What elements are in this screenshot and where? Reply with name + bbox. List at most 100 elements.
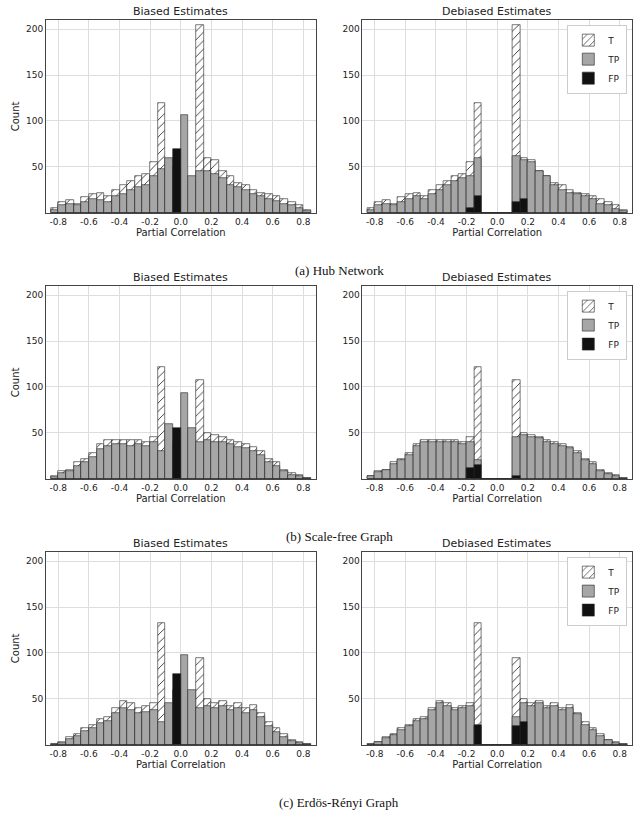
svg-text:Biased Estimates: Biased Estimates	[133, 271, 228, 284]
svg-text:-0.2: -0.2	[141, 217, 159, 227]
svg-text:-0.6: -0.6	[397, 483, 415, 493]
svg-text:-0.8: -0.8	[49, 749, 67, 759]
svg-text:0.2: 0.2	[521, 483, 535, 493]
svg-text:0.8: 0.8	[296, 749, 311, 759]
svg-text:-0.4: -0.4	[427, 749, 445, 759]
svg-text:0.2: 0.2	[521, 217, 535, 227]
svg-text:50: 50	[32, 428, 44, 438]
svg-text:-0.2: -0.2	[141, 749, 159, 759]
svg-text:50: 50	[348, 162, 360, 172]
svg-text:0.4: 0.4	[235, 483, 250, 493]
svg-text:200: 200	[26, 290, 43, 300]
svg-text:Biased Estimates: Biased Estimates	[133, 537, 228, 550]
svg-text:100: 100	[342, 648, 359, 658]
svg-text:0.6: 0.6	[582, 217, 597, 227]
svg-text:150: 150	[342, 336, 359, 346]
svg-text:0.8: 0.8	[296, 483, 311, 493]
svg-text:100: 100	[342, 382, 359, 392]
svg-text:T: T	[607, 36, 614, 46]
svg-text:Count: Count	[10, 633, 21, 663]
svg-text:T: T	[607, 568, 614, 578]
svg-text:-0.4: -0.4	[427, 483, 445, 493]
svg-text:FP: FP	[608, 340, 619, 350]
svg-text:TP: TP	[607, 321, 619, 331]
svg-text:150: 150	[26, 336, 43, 346]
svg-text:T: T	[607, 302, 614, 312]
svg-text:Count: Count	[10, 367, 21, 397]
svg-text:0.2: 0.2	[521, 749, 535, 759]
svg-text:0.8: 0.8	[296, 217, 311, 227]
svg-text:150: 150	[342, 602, 359, 612]
svg-text:Count: Count	[10, 101, 21, 131]
svg-text:0.8: 0.8	[613, 749, 628, 759]
svg-text:200: 200	[342, 556, 359, 566]
svg-text:50: 50	[348, 428, 360, 438]
svg-text:-0.4: -0.4	[111, 483, 129, 493]
svg-text:0.4: 0.4	[551, 483, 566, 493]
svg-text:100: 100	[26, 382, 43, 392]
svg-text:-0.2: -0.2	[141, 483, 159, 493]
svg-text:(b) Scale-free Graph: (b) Scale-free Graph	[286, 529, 393, 544]
svg-text:0.6: 0.6	[266, 483, 281, 493]
svg-text:(c) Erdös-Rényi Graph: (c) Erdös-Rényi Graph	[279, 795, 399, 810]
svg-text:150: 150	[26, 70, 43, 80]
svg-text:-0.6: -0.6	[80, 483, 98, 493]
svg-text:0.8: 0.8	[613, 483, 628, 493]
svg-text:0.6: 0.6	[582, 483, 597, 493]
svg-text:50: 50	[32, 162, 44, 172]
svg-text:0.0: 0.0	[490, 749, 505, 759]
svg-text:Partial Correlation: Partial Correlation	[452, 759, 542, 770]
svg-text:FP: FP	[608, 606, 619, 616]
svg-text:(a) Hub Network: (a) Hub Network	[295, 263, 384, 278]
svg-text:0.0: 0.0	[174, 749, 189, 759]
svg-text:200: 200	[342, 290, 359, 300]
svg-text:200: 200	[26, 556, 43, 566]
svg-text:0.6: 0.6	[266, 749, 281, 759]
svg-text:0.4: 0.4	[235, 749, 250, 759]
svg-text:-0.6: -0.6	[80, 217, 98, 227]
svg-text:-0.8: -0.8	[49, 217, 67, 227]
svg-text:Debiased Estimates: Debiased Estimates	[442, 271, 552, 284]
svg-text:Partial Correlation: Partial Correlation	[452, 493, 542, 504]
svg-text:50: 50	[348, 694, 360, 704]
svg-text:-0.8: -0.8	[49, 483, 67, 493]
svg-text:-0.2: -0.2	[458, 217, 476, 227]
svg-text:-0.8: -0.8	[366, 217, 384, 227]
svg-text:0.2: 0.2	[204, 749, 218, 759]
svg-text:100: 100	[26, 648, 43, 658]
svg-text:150: 150	[342, 70, 359, 80]
svg-text:-0.6: -0.6	[397, 217, 415, 227]
svg-text:0.4: 0.4	[551, 749, 566, 759]
svg-text:0.2: 0.2	[204, 217, 218, 227]
svg-text:0.6: 0.6	[582, 749, 597, 759]
svg-text:0.4: 0.4	[235, 217, 250, 227]
svg-text:-0.6: -0.6	[397, 749, 415, 759]
svg-text:100: 100	[342, 116, 359, 126]
svg-text:Partial Correlation: Partial Correlation	[136, 227, 226, 238]
svg-text:0.4: 0.4	[551, 217, 566, 227]
svg-text:-0.4: -0.4	[111, 749, 129, 759]
svg-text:0.0: 0.0	[490, 483, 505, 493]
svg-text:Partial Correlation: Partial Correlation	[452, 227, 542, 238]
svg-text:0.8: 0.8	[613, 217, 628, 227]
svg-text:0.0: 0.0	[174, 217, 189, 227]
svg-text:-0.4: -0.4	[427, 217, 445, 227]
svg-text:0.0: 0.0	[174, 483, 189, 493]
svg-text:Partial Correlation: Partial Correlation	[136, 759, 226, 770]
svg-text:-0.2: -0.2	[458, 749, 476, 759]
svg-text:100: 100	[26, 116, 43, 126]
svg-text:Partial Correlation: Partial Correlation	[136, 493, 226, 504]
svg-text:-0.8: -0.8	[366, 483, 384, 493]
svg-text:150: 150	[26, 602, 43, 612]
svg-text:200: 200	[26, 24, 43, 34]
svg-text:-0.6: -0.6	[80, 749, 98, 759]
svg-text:Biased Estimates: Biased Estimates	[133, 5, 228, 18]
svg-text:0.2: 0.2	[204, 483, 218, 493]
svg-text:TP: TP	[607, 587, 619, 597]
svg-text:Debiased Estimates: Debiased Estimates	[442, 5, 552, 18]
svg-text:50: 50	[32, 694, 44, 704]
svg-text:TP: TP	[607, 55, 619, 65]
svg-text:FP: FP	[608, 74, 619, 84]
svg-text:Debiased Estimates: Debiased Estimates	[442, 537, 552, 550]
svg-text:-0.2: -0.2	[458, 483, 476, 493]
